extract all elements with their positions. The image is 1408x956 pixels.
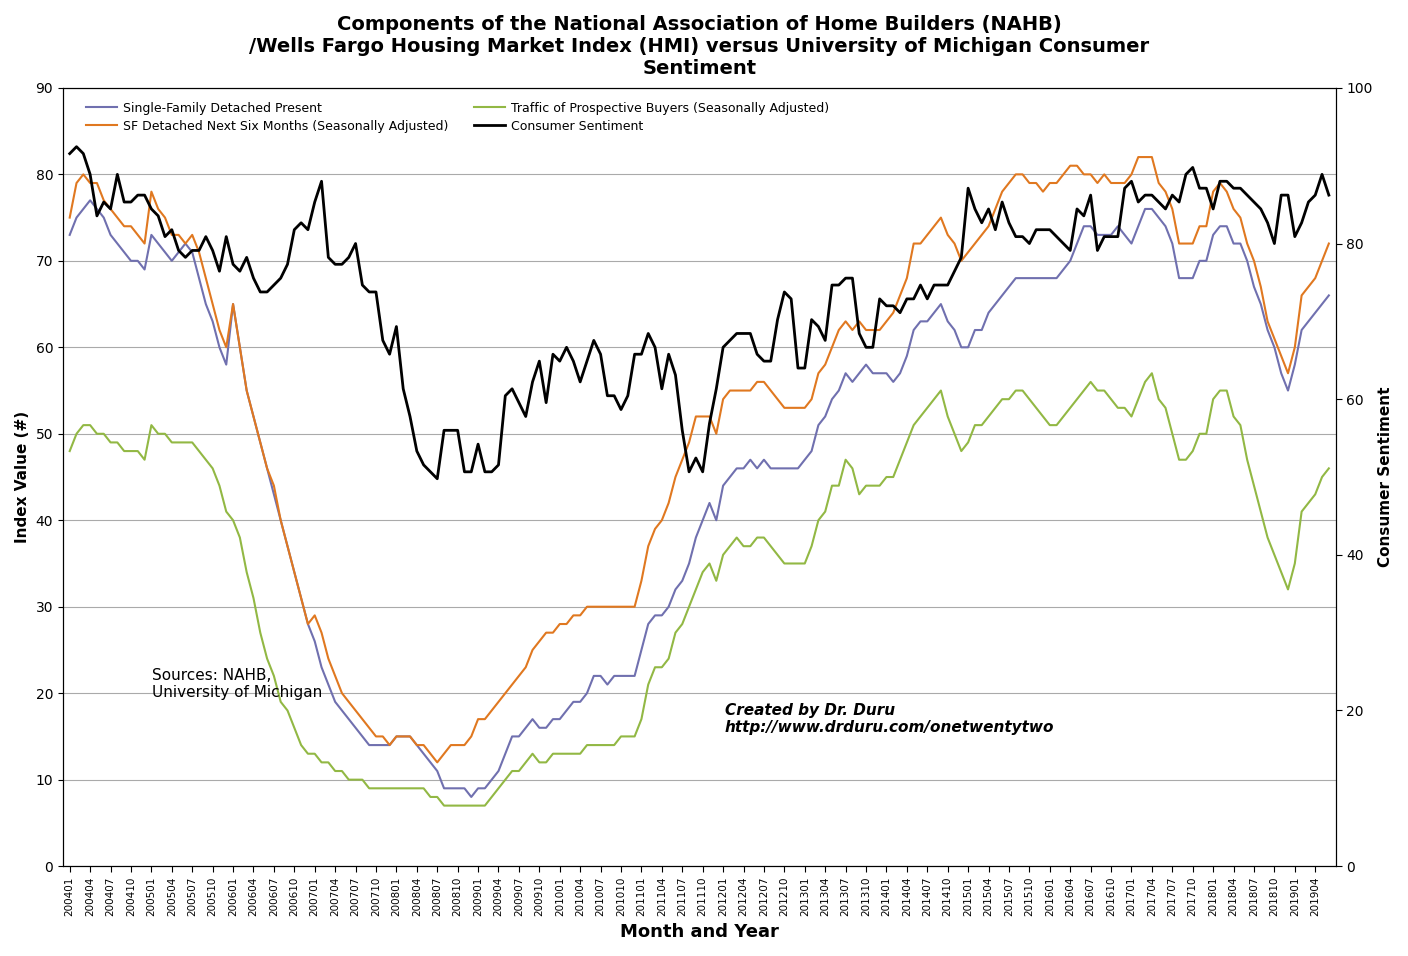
Traffic of Prospective Buyers (Seasonally Adjusted) (435, 800, 452, 812)
SF Detached Next Six Months (Seasonally Adjusted) (252, 437, 269, 448)
Traffic of Prospective Buyers (Seasonally Adjusted) (1321, 463, 1338, 474)
Line: Consumer Sentiment: Consumer Sentiment (70, 146, 1329, 479)
Consumer Sentiment (68, 141, 84, 152)
Consumer Sentiment (674, 424, 691, 436)
Single-Family Detached Present (857, 358, 874, 370)
Consumer Sentiment (62, 148, 79, 160)
Single-Family Detached Present (62, 229, 79, 241)
Consumer Sentiment (803, 314, 819, 325)
Single-Family Detached Present (463, 792, 480, 803)
Traffic of Prospective Buyers (Seasonally Adjusted) (850, 489, 867, 500)
Consumer Sentiment (429, 473, 446, 485)
Single-Family Detached Present (803, 445, 819, 457)
Single-Family Detached Present (1321, 290, 1338, 301)
Consumer Sentiment (1035, 224, 1052, 235)
Line: Traffic of Prospective Buyers (Seasonally Adjusted): Traffic of Prospective Buyers (Seasonall… (70, 373, 1329, 806)
Legend: Single-Family Detached Present, SF Detached Next Six Months (Seasonally Adjusted: Single-Family Detached Present, SF Detac… (82, 98, 834, 137)
Traffic of Prospective Buyers (Seasonally Adjusted) (1028, 402, 1045, 414)
Line: SF Detached Next Six Months (Seasonally Adjusted): SF Detached Next Six Months (Seasonally … (70, 157, 1329, 762)
Y-axis label: Index Value (#): Index Value (#) (15, 411, 30, 543)
SF Detached Next Six Months (Seasonally Adjusted) (62, 212, 79, 224)
Text: Created by Dr. Duru
http://www.drduru.com/onetwentytwo: Created by Dr. Duru http://www.drduru.co… (725, 703, 1055, 735)
SF Detached Next Six Months (Seasonally Adjusted) (797, 402, 814, 414)
Consumer Sentiment (259, 286, 276, 297)
SF Detached Next Six Months (Seasonally Adjusted) (850, 315, 867, 327)
Line: Single-Family Detached Present: Single-Family Detached Present (70, 201, 1329, 797)
Consumer Sentiment (1232, 183, 1249, 194)
Consumer Sentiment (1321, 189, 1338, 201)
Single-Family Detached Present (1035, 272, 1052, 284)
Consumer Sentiment (857, 341, 874, 353)
Single-Family Detached Present (82, 195, 99, 206)
Single-Family Detached Present (259, 463, 276, 474)
Traffic of Prospective Buyers (Seasonally Adjusted) (667, 627, 684, 639)
Traffic of Prospective Buyers (Seasonally Adjusted) (1232, 420, 1249, 431)
SF Detached Next Six Months (Seasonally Adjusted) (1129, 151, 1146, 163)
SF Detached Next Six Months (Seasonally Adjusted) (429, 756, 446, 768)
Text: Sources: NAHB,
University of Michigan: Sources: NAHB, University of Michigan (152, 667, 322, 700)
Title: Components of the National Association of Home Builders (NAHB)
/Wells Fargo Hous: Components of the National Association o… (249, 15, 1149, 78)
SF Detached Next Six Months (Seasonally Adjusted) (1321, 238, 1338, 250)
Single-Family Detached Present (674, 576, 691, 587)
Single-Family Detached Present (1232, 238, 1249, 250)
Traffic of Prospective Buyers (Seasonally Adjusted) (797, 557, 814, 569)
Traffic of Prospective Buyers (Seasonally Adjusted) (62, 445, 79, 457)
SF Detached Next Six Months (Seasonally Adjusted) (1028, 177, 1045, 188)
Y-axis label: Consumer Sentiment: Consumer Sentiment (1378, 387, 1393, 567)
SF Detached Next Six Months (Seasonally Adjusted) (667, 471, 684, 483)
Traffic of Prospective Buyers (Seasonally Adjusted) (1143, 367, 1160, 379)
X-axis label: Month and Year: Month and Year (620, 923, 779, 941)
SF Detached Next Six Months (Seasonally Adjusted) (1232, 212, 1249, 224)
Traffic of Prospective Buyers (Seasonally Adjusted) (252, 627, 269, 639)
